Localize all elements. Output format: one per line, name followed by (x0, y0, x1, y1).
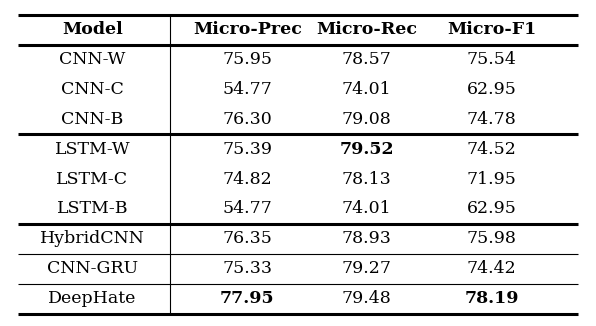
Text: 74.78: 74.78 (467, 111, 517, 128)
Text: 79.52: 79.52 (339, 141, 394, 158)
Text: LSTM-C: LSTM-C (56, 170, 129, 187)
Text: 76.35: 76.35 (222, 230, 272, 247)
Text: CNN-C: CNN-C (61, 81, 124, 98)
Text: 75.98: 75.98 (467, 230, 517, 247)
Text: 71.95: 71.95 (467, 170, 517, 187)
Text: 74.01: 74.01 (342, 200, 392, 217)
Text: 62.95: 62.95 (467, 200, 517, 217)
Text: 75.39: 75.39 (222, 141, 272, 158)
Text: Model: Model (62, 21, 123, 38)
Text: 75.54: 75.54 (467, 51, 517, 68)
Text: CNN-W: CNN-W (59, 51, 126, 68)
Text: 54.77: 54.77 (222, 81, 272, 98)
Text: 62.95: 62.95 (467, 81, 517, 98)
Text: 74.82: 74.82 (222, 170, 272, 187)
Text: 74.42: 74.42 (467, 260, 517, 277)
Text: LSTM-W: LSTM-W (55, 141, 130, 158)
Text: 78.93: 78.93 (342, 230, 392, 247)
Text: 74.01: 74.01 (342, 81, 392, 98)
Text: CNN-B: CNN-B (61, 111, 123, 128)
Text: HybridCNN: HybridCNN (40, 230, 145, 247)
Text: 79.27: 79.27 (342, 260, 392, 277)
Text: 76.30: 76.30 (222, 111, 272, 128)
Text: 78.57: 78.57 (342, 51, 392, 68)
Text: 77.95: 77.95 (220, 290, 275, 307)
Text: 78.13: 78.13 (342, 170, 392, 187)
Text: 78.19: 78.19 (464, 290, 519, 307)
Text: Micro-F1: Micro-F1 (447, 21, 536, 38)
Text: 75.95: 75.95 (222, 51, 272, 68)
Text: 75.33: 75.33 (222, 260, 272, 277)
Text: LSTM-B: LSTM-B (57, 200, 128, 217)
Text: Micro-Rec: Micro-Rec (316, 21, 417, 38)
Text: DeepHate: DeepHate (48, 290, 136, 307)
Text: 79.48: 79.48 (342, 290, 392, 307)
Text: 74.52: 74.52 (467, 141, 517, 158)
Text: 79.08: 79.08 (342, 111, 392, 128)
Text: CNN-GRU: CNN-GRU (47, 260, 138, 277)
Text: 54.77: 54.77 (222, 200, 272, 217)
Text: Micro-Prec: Micro-Prec (193, 21, 302, 38)
